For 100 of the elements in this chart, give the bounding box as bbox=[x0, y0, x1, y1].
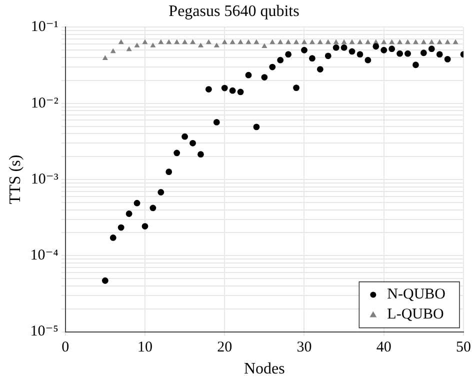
y-tick-label: 10⁻³ bbox=[30, 171, 59, 188]
point bbox=[262, 43, 268, 48]
point bbox=[246, 39, 252, 44]
y-tick-label: 10⁻⁵ bbox=[30, 324, 58, 340]
point bbox=[452, 39, 458, 44]
point bbox=[428, 39, 434, 44]
point bbox=[142, 39, 148, 44]
point bbox=[380, 46, 388, 54]
point bbox=[397, 39, 403, 44]
point bbox=[372, 43, 380, 50]
point bbox=[412, 39, 418, 44]
point bbox=[364, 56, 372, 64]
legend-label: L-QUBO bbox=[387, 306, 444, 323]
point bbox=[436, 39, 442, 44]
point bbox=[277, 56, 284, 64]
x-tick-label: 30 bbox=[296, 340, 312, 356]
point bbox=[293, 84, 300, 92]
point bbox=[365, 39, 371, 44]
x-tick-label: 0 bbox=[62, 340, 70, 356]
point bbox=[222, 39, 228, 44]
point bbox=[150, 42, 156, 48]
point bbox=[444, 39, 450, 44]
y-axis-title: TTS (s) bbox=[6, 154, 24, 204]
point bbox=[404, 50, 411, 57]
point bbox=[309, 55, 316, 62]
y-tick-label: 10⁻⁴ bbox=[30, 248, 58, 264]
point bbox=[341, 39, 347, 44]
point bbox=[237, 88, 244, 96]
point bbox=[214, 42, 220, 48]
point bbox=[174, 150, 180, 156]
x-axis-title: Nodes bbox=[244, 360, 285, 378]
point bbox=[420, 50, 427, 56]
point bbox=[166, 39, 172, 44]
point bbox=[134, 42, 140, 48]
point bbox=[261, 74, 268, 80]
point bbox=[182, 133, 188, 140]
point bbox=[205, 86, 212, 92]
point bbox=[118, 39, 124, 44]
point bbox=[126, 46, 132, 52]
point bbox=[102, 277, 108, 284]
point bbox=[182, 39, 188, 44]
point bbox=[420, 39, 426, 44]
point bbox=[389, 39, 395, 44]
point bbox=[396, 50, 403, 57]
point bbox=[134, 200, 140, 206]
point bbox=[357, 39, 363, 44]
point bbox=[356, 51, 364, 58]
point bbox=[388, 46, 396, 52]
point bbox=[316, 66, 324, 72]
point bbox=[126, 210, 132, 217]
point bbox=[285, 51, 292, 58]
point bbox=[381, 39, 387, 44]
point bbox=[166, 168, 172, 176]
point bbox=[301, 46, 308, 54]
point bbox=[444, 56, 451, 62]
y-tick-label: 10⁻¹ bbox=[30, 19, 58, 36]
point bbox=[158, 39, 164, 44]
point bbox=[436, 51, 443, 58]
point bbox=[254, 39, 260, 44]
point bbox=[174, 39, 180, 44]
point bbox=[190, 140, 196, 146]
point bbox=[428, 46, 435, 52]
point bbox=[110, 234, 116, 241]
point bbox=[245, 72, 252, 78]
point bbox=[198, 42, 204, 48]
legend-label: N-QUBO bbox=[387, 286, 446, 303]
point bbox=[102, 55, 108, 60]
point bbox=[253, 124, 260, 130]
point bbox=[286, 39, 292, 44]
y-tick-label: 10⁻² bbox=[30, 95, 59, 112]
point bbox=[213, 119, 220, 126]
x-tick-label: 20 bbox=[217, 340, 232, 356]
point bbox=[110, 48, 116, 54]
point bbox=[333, 39, 339, 44]
point bbox=[278, 39, 284, 44]
point bbox=[301, 39, 308, 44]
point bbox=[158, 189, 164, 196]
point bbox=[294, 39, 300, 44]
point bbox=[118, 224, 124, 231]
point bbox=[348, 48, 356, 55]
point bbox=[198, 151, 204, 158]
point bbox=[142, 223, 148, 230]
point bbox=[206, 39, 212, 44]
point bbox=[340, 44, 348, 51]
point bbox=[229, 87, 236, 94]
point bbox=[269, 64, 276, 70]
point bbox=[309, 39, 315, 44]
chart-title: Pegasus 5640 qubits bbox=[168, 2, 300, 20]
point bbox=[317, 39, 323, 44]
x-tick-label: 10 bbox=[137, 340, 152, 356]
point bbox=[325, 39, 331, 44]
point bbox=[324, 52, 332, 60]
point bbox=[150, 204, 156, 212]
point bbox=[412, 62, 419, 68]
point bbox=[230, 39, 236, 44]
point bbox=[238, 39, 244, 44]
point bbox=[221, 84, 228, 92]
point bbox=[270, 39, 276, 44]
x-tick-label: 40 bbox=[376, 340, 392, 356]
x-tick-label: 50 bbox=[456, 340, 471, 356]
